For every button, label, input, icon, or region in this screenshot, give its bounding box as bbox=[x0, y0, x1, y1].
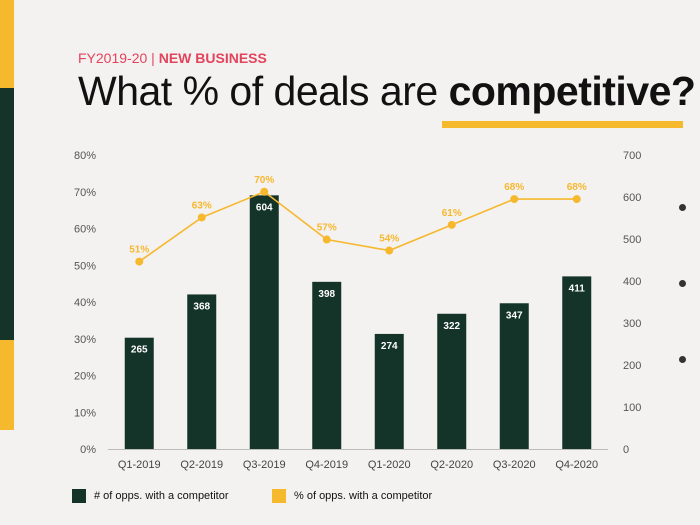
line-value-label: 68% bbox=[567, 182, 587, 193]
x-tick-label: Q2-2019 bbox=[180, 459, 223, 471]
x-tick-label: Q3-2020 bbox=[493, 459, 536, 471]
y-left-tick-label: 50% bbox=[74, 260, 96, 272]
line-point bbox=[322, 235, 331, 244]
y-left-tick-label: 0% bbox=[80, 444, 96, 456]
bar bbox=[312, 281, 342, 449]
y-right-tick-label: 700 bbox=[623, 150, 641, 162]
line-value-label: 57% bbox=[317, 223, 337, 234]
bar-value-label: 604 bbox=[256, 202, 273, 213]
y-left-tick-label: 30% bbox=[74, 334, 96, 346]
line-series bbox=[138, 190, 577, 263]
bar-value-label: 347 bbox=[506, 310, 523, 321]
y-right-tick-label: 100 bbox=[623, 402, 641, 414]
bar bbox=[437, 313, 467, 449]
y-left-tick-label: 80% bbox=[74, 150, 96, 162]
y-right-tick-label: 400 bbox=[623, 276, 641, 288]
line-value-label: 54% bbox=[379, 234, 399, 245]
legend-item-line: % of opps. with a competitor bbox=[272, 489, 432, 503]
line-value-label: 68% bbox=[504, 182, 524, 193]
legend-swatch-line bbox=[272, 489, 286, 503]
bar bbox=[499, 303, 529, 449]
bar bbox=[124, 337, 154, 449]
x-tick-label: Q2-2020 bbox=[430, 459, 473, 471]
y-right-tick-label: 500 bbox=[623, 234, 641, 246]
bar-value-label: 322 bbox=[443, 321, 460, 332]
y-right-tick-label: 0 bbox=[623, 444, 629, 456]
x-tick-label: Q1-2020 bbox=[368, 459, 411, 471]
title-underline bbox=[442, 121, 683, 128]
x-tick-label: Q3-2019 bbox=[243, 459, 286, 471]
y-right-tick-label: 600 bbox=[623, 192, 641, 204]
bar-value-label: 411 bbox=[569, 283, 586, 294]
y-right-tick-label: 300 bbox=[623, 318, 641, 330]
eyebrow-period: FY2019-20 bbox=[78, 50, 148, 66]
line-point bbox=[135, 257, 144, 266]
bullet-dot bbox=[679, 356, 686, 363]
title-plain: What % of deals are bbox=[78, 68, 449, 114]
bullet-dot bbox=[679, 204, 686, 211]
page-title: What % of deals are competitive? bbox=[78, 68, 696, 115]
bar-value-label: 368 bbox=[193, 301, 210, 312]
bar bbox=[562, 276, 592, 449]
legend-label-line: % of opps. with a competitor bbox=[294, 490, 433, 502]
title-bold: competitive? bbox=[448, 68, 696, 114]
line-point bbox=[447, 220, 456, 229]
x-tick-label: Q4-2019 bbox=[305, 459, 348, 471]
line-point bbox=[572, 195, 581, 204]
line-point bbox=[385, 246, 394, 255]
eyebrow-topic: NEW BUSINESS bbox=[158, 50, 267, 66]
bar-value-label: 274 bbox=[381, 341, 398, 352]
bar bbox=[374, 333, 404, 449]
line-value-label: 51% bbox=[129, 245, 149, 256]
legend-label-bars: # of opps. with a competitor bbox=[94, 490, 229, 502]
legend-swatch-bars bbox=[72, 489, 86, 503]
y-left-tick-label: 60% bbox=[74, 224, 96, 236]
line-value-label: 70% bbox=[254, 175, 274, 186]
bar-value-label: 265 bbox=[131, 345, 148, 356]
bar bbox=[249, 195, 279, 449]
x-tick-label: Q1-2019 bbox=[118, 459, 161, 471]
line-value-label: 63% bbox=[192, 200, 212, 211]
y-right-tick-label: 200 bbox=[623, 360, 641, 372]
decorative-strip-yellow-bottom bbox=[0, 340, 14, 430]
x-tick-label: Q4-2020 bbox=[555, 459, 598, 471]
decorative-strip-grid bbox=[0, 430, 14, 525]
line-point bbox=[510, 195, 519, 204]
legend-item-bars: # of opps. with a competitor bbox=[72, 489, 229, 503]
bar bbox=[187, 294, 217, 449]
eyebrow: FY2019-20 | NEW BUSINESS bbox=[78, 50, 267, 66]
line-point bbox=[197, 213, 206, 222]
bullet-dot bbox=[679, 280, 686, 287]
decorative-strip-yellow-top bbox=[0, 0, 14, 88]
y-left-tick-label: 10% bbox=[74, 407, 96, 419]
eyebrow-separator: | bbox=[147, 50, 159, 66]
y-left-tick-label: 20% bbox=[74, 371, 96, 383]
y-left-tick-label: 70% bbox=[74, 187, 96, 199]
y-left-tick-label: 40% bbox=[74, 297, 96, 309]
line-point bbox=[260, 187, 269, 196]
line-value-label: 61% bbox=[442, 208, 462, 219]
bar-value-label: 398 bbox=[318, 289, 335, 300]
